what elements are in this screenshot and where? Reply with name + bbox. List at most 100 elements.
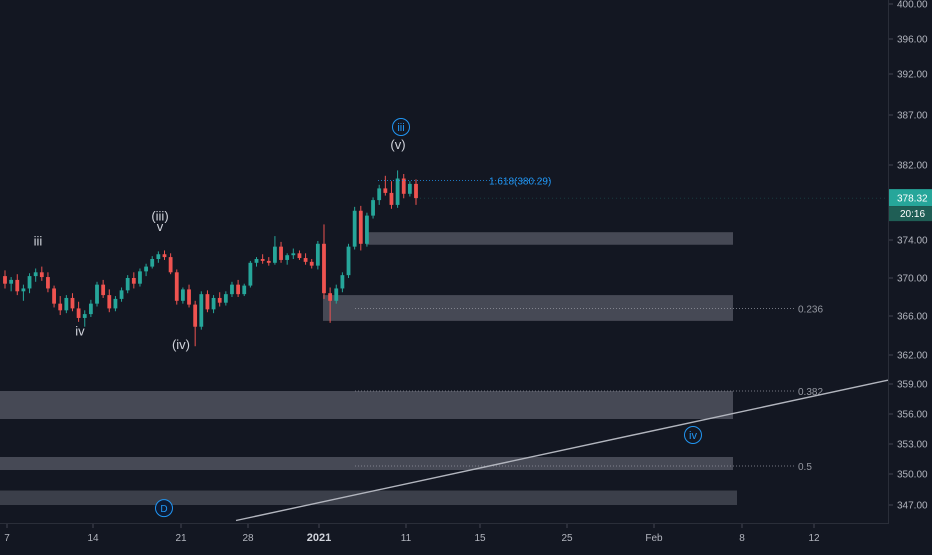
candle	[76, 301, 81, 322]
candle	[236, 279, 241, 297]
candle-body	[82, 314, 87, 318]
candle-body	[328, 293, 333, 301]
candle-body	[156, 254, 161, 259]
candle-body	[205, 294, 210, 310]
candle	[297, 250, 302, 260]
time-tick-label: 7	[4, 533, 10, 544]
candle-body	[217, 297, 222, 303]
candle	[131, 272, 136, 289]
wave-label: iv	[689, 430, 697, 442]
candle	[352, 206, 357, 250]
candle-body	[309, 261, 314, 266]
candle	[303, 253, 308, 265]
candle	[395, 170, 400, 208]
candle	[401, 174, 406, 199]
price-tick-label: 387.00	[897, 111, 928, 122]
candle-body	[9, 279, 14, 284]
candle	[27, 273, 32, 294]
time-tick-label: 12	[808, 533, 820, 544]
supply-demand-zones	[0, 232, 737, 505]
candle-body	[107, 295, 112, 309]
candle-body	[266, 260, 271, 263]
candle-body	[223, 294, 228, 303]
candle	[193, 300, 198, 347]
time-tick-label: 14	[87, 533, 99, 544]
candle-body	[401, 178, 406, 194]
fib-label: 0.382	[798, 387, 823, 398]
candle-body	[322, 243, 326, 294]
time-tick-label: 8	[739, 533, 745, 544]
candle-body	[187, 289, 191, 305]
candle	[174, 269, 179, 305]
candle	[88, 299, 93, 317]
candle-body	[346, 246, 351, 276]
candle	[248, 260, 253, 288]
candle	[52, 285, 56, 308]
candle-body	[46, 277, 50, 289]
candle-body	[230, 284, 234, 295]
candle	[358, 205, 363, 251]
time-axis[interactable]: 7 14 21 28 2021 11 15 25 Feb 8 12	[4, 524, 820, 544]
target-label: 1.618(380.29)	[489, 176, 551, 187]
candle-body	[273, 246, 277, 263]
wave-label-circled: D	[155, 499, 173, 518]
wave-label-circled: iii	[392, 118, 410, 136]
candle	[33, 268, 38, 282]
candle-body	[358, 210, 363, 244]
candle-body	[95, 284, 99, 304]
candle-body	[15, 279, 20, 292]
candle-body	[125, 278, 130, 291]
wave-label: (iii)	[151, 209, 168, 224]
candle	[95, 281, 99, 307]
candle	[266, 257, 271, 266]
fibonacci-levels: 0.236 0.382 0.5	[355, 304, 823, 473]
trendline	[235, 379, 889, 522]
candle	[414, 179, 418, 205]
candle-body	[365, 215, 369, 244]
candle-body	[174, 272, 179, 301]
candle-body	[3, 276, 7, 284]
candle	[291, 248, 296, 259]
zone-rect	[0, 457, 733, 470]
candle	[340, 272, 345, 293]
candle	[383, 175, 388, 196]
candle	[119, 287, 124, 302]
candle	[125, 275, 130, 294]
wave-label: iii	[34, 234, 43, 249]
candle-body	[52, 288, 56, 304]
fib-label: 0.236	[798, 304, 823, 315]
fib-label: 0.5	[798, 462, 812, 473]
candle-body	[70, 297, 75, 309]
price-tick-label: 374.00	[897, 236, 928, 247]
last-price-label: 378.32	[897, 194, 928, 205]
candle-body	[88, 303, 93, 315]
candle	[82, 310, 87, 327]
candle-body	[193, 304, 198, 327]
candle	[46, 272, 50, 293]
candle	[15, 274, 20, 296]
wave-label: D	[160, 504, 167, 515]
target-level: 1.618(380.29)	[378, 176, 551, 187]
candle	[70, 293, 75, 312]
candle	[138, 268, 142, 287]
price-tick-label: 370.00	[897, 274, 928, 285]
candle	[64, 295, 69, 314]
price-tick-label: 356.00	[897, 410, 928, 421]
candle	[39, 266, 44, 281]
zone-rect	[0, 391, 733, 419]
wave-label: (iv)	[172, 337, 190, 352]
candle-body	[119, 290, 124, 299]
candle	[230, 281, 234, 297]
candle	[101, 279, 106, 298]
candle	[162, 250, 167, 260]
candle-body	[27, 276, 32, 289]
candle	[279, 241, 283, 263]
candle-body	[389, 192, 394, 205]
candle	[199, 291, 204, 330]
wave-label: iv	[75, 324, 85, 339]
candle-body	[144, 266, 148, 272]
price-tick-label: 382.00	[897, 161, 928, 172]
candle	[346, 243, 351, 278]
